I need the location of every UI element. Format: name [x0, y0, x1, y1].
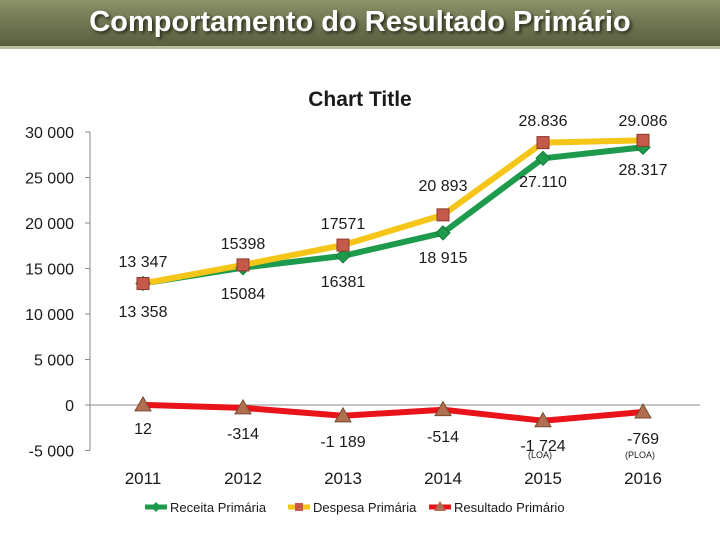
receita-point [535, 150, 551, 167]
resultado-data-label: -1 189 [320, 434, 365, 451]
receita-data-label: 27.110 [519, 174, 567, 191]
resultado-point [234, 398, 252, 415]
x-category-note: (PLOA) [625, 450, 655, 460]
resultado-data-label: -314 [227, 426, 259, 443]
receita-data-label: 28.317 [619, 162, 668, 179]
y-tick-label: 30 000 [25, 125, 74, 142]
page-title: Comportamento do Resultado Primário [89, 6, 631, 38]
chart-title: Chart Title [308, 88, 411, 111]
despesa-point [536, 136, 550, 150]
despesa-point [636, 133, 650, 147]
legend-label: Resultado Primário [454, 500, 565, 515]
x-tick-label: 2016 [624, 469, 662, 488]
resultado-data-label: 12 [134, 421, 152, 438]
despesa-point [336, 238, 350, 252]
resultado-data-label: -514 [427, 429, 459, 446]
resultado-point [134, 395, 152, 412]
y-tick-label: 20 000 [25, 216, 74, 233]
x-tick-label: 2013 [324, 469, 362, 488]
title-banner [0, 0, 720, 46]
legend-swatch-marker [434, 501, 446, 511]
series-line-1 [140, 137, 646, 287]
x-category-note: (LOA) [528, 450, 552, 460]
receita-point [335, 248, 351, 264]
receita-data-label: 15084 [221, 286, 266, 303]
receita-data-label: 18 915 [419, 250, 468, 267]
resultado-data-label: -769 [627, 431, 659, 448]
y-tick-label: 5 000 [34, 353, 74, 370]
despesa-point [136, 277, 150, 291]
y-tick-label: 25 000 [25, 171, 74, 188]
despesa-data-label: 20 893 [419, 178, 468, 195]
resultado-point [334, 406, 352, 423]
receita-point [435, 225, 451, 241]
receita-data-label: 16381 [321, 274, 366, 291]
resultado-point [434, 400, 452, 417]
x-tick-label: 2014 [424, 469, 462, 488]
despesa-point [436, 208, 450, 222]
despesa-data-label: 28.836 [519, 113, 568, 130]
x-tick-label: 2015 [524, 469, 562, 488]
y-tick-label: 15 000 [25, 262, 74, 279]
legend-swatch-marker [295, 503, 303, 511]
legend-swatch-marker [151, 502, 161, 512]
despesa-data-label: 13 347 [119, 254, 168, 271]
resultado-point [634, 402, 652, 419]
resultado-data-label: -1 724 [520, 438, 565, 455]
despesa-data-label: 29.086 [619, 113, 668, 130]
series-line-2 [140, 401, 646, 424]
banner-divider [0, 46, 720, 49]
despesa-data-label: 15398 [221, 236, 266, 253]
despesa-point [236, 258, 250, 272]
legend-label: Despesa Primária [313, 500, 417, 515]
x-tick-label: 2011 [125, 469, 162, 488]
despesa-data-label: 17571 [321, 216, 366, 233]
y-tick-label: -5 000 [29, 444, 74, 461]
x-tick-label: 2012 [224, 469, 262, 488]
series-line-0 [140, 144, 646, 287]
resultado-point [534, 411, 552, 428]
y-tick-label: 0 [65, 398, 74, 415]
legend-label: Receita Primária [170, 500, 267, 515]
y-tick-label: 10 000 [25, 307, 74, 324]
receita-data-label: 13 358 [119, 304, 168, 321]
